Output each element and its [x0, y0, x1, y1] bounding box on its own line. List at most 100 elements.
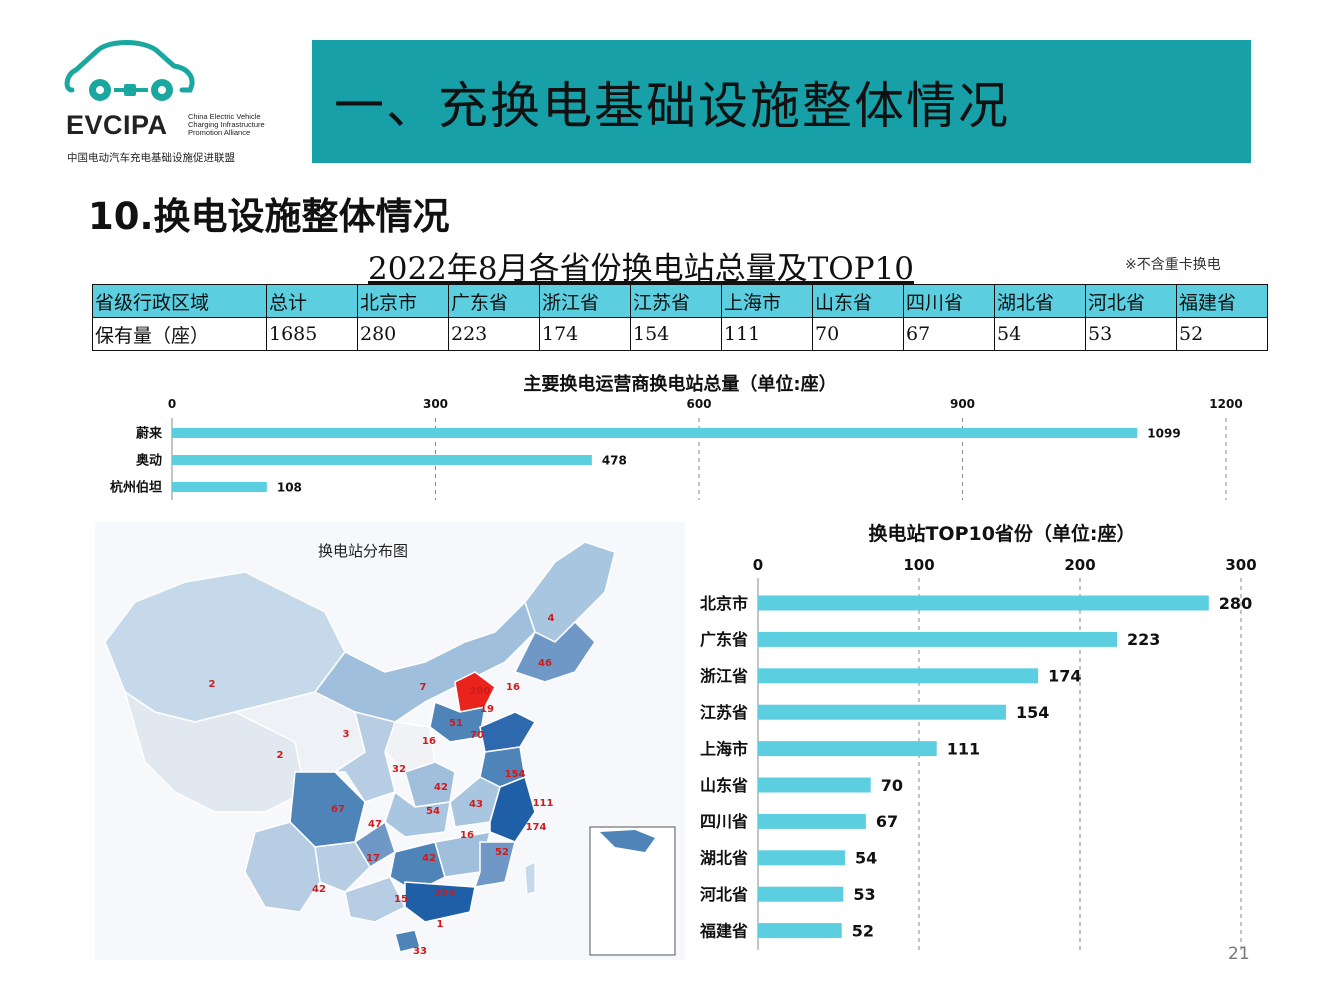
bar	[172, 455, 592, 465]
region-guangdong	[404, 881, 476, 923]
table-note: ※不含重卡换电	[1125, 257, 1221, 273]
banner-title: 一、充换电基础设施整体情况	[334, 77, 1010, 135]
table-cell: 111	[721, 317, 813, 351]
data-label: 223	[1127, 630, 1160, 649]
bar	[758, 595, 1209, 611]
bar	[758, 777, 871, 793]
map-label: 43	[469, 799, 483, 810]
data-label: 52	[852, 921, 874, 940]
map-label: 42	[422, 853, 436, 864]
map-label: 33	[413, 946, 427, 957]
map-label: 16	[460, 830, 474, 841]
tick-label: 1200	[1209, 397, 1242, 411]
table-header-row: 省级行政区域 总计 北京市 广东省 浙江省 江苏省 上海市 山东省 四川省 湖北…	[92, 284, 1268, 318]
china-map: 换电站分布图 2 4 46 7 16 280 19 3 51 70 2 32 1…	[95, 522, 685, 960]
tick-label: 0	[753, 556, 763, 574]
map-label: 1	[437, 919, 444, 930]
map-label: 16	[506, 682, 520, 693]
table-cell: 280	[357, 317, 449, 351]
region-beijing	[454, 671, 496, 713]
category-label: 四川省	[700, 812, 748, 831]
category-label: 上海市	[700, 739, 748, 758]
table-cell: 223	[448, 317, 540, 351]
table-header-cell: 山东省	[812, 284, 904, 318]
chart-title: 主要换电运营商换电站总量（单位:座）	[523, 373, 836, 395]
data-label: 54	[855, 849, 877, 868]
bar	[758, 668, 1039, 684]
bar	[172, 428, 1138, 438]
table-header-cell: 省级行政区域	[92, 284, 267, 318]
map-label: 280	[470, 686, 491, 697]
map-graphic: 换电站分布图 2 4 46 7 16 280 19 3 51 70 2 32 1…	[95, 522, 685, 960]
table-header-cell: 福建省	[1176, 284, 1268, 318]
map-label: 223	[435, 888, 456, 899]
data-label: 108	[277, 480, 302, 494]
category-label: 江苏省	[700, 703, 748, 722]
category-label: 广东省	[700, 630, 748, 649]
bar	[758, 850, 845, 866]
map-label: 154	[505, 769, 526, 780]
region-henan	[404, 761, 456, 808]
map-label: 17	[366, 853, 380, 864]
map-label: 15	[394, 894, 408, 905]
map-label: 19	[480, 704, 494, 715]
region-taiwan	[524, 861, 536, 895]
bar	[758, 923, 842, 939]
region-guangxi	[344, 876, 407, 923]
table-header-cell: 上海市	[721, 284, 813, 318]
tick-label: 600	[686, 397, 711, 411]
logo-english-name: China Electric Vehicle Charging Infrastr…	[188, 112, 265, 137]
category-label: 山东省	[700, 776, 748, 795]
table-cell: 54	[994, 317, 1086, 351]
evcipa-logo: EVCIPA China Electric Vehicle Charging I…	[62, 38, 282, 168]
tick-label: 900	[950, 397, 975, 411]
inset-coast	[600, 830, 655, 852]
map-label: 2	[209, 679, 216, 690]
table-header-cell: 江苏省	[630, 284, 722, 318]
table-row: 保有量（座） 1685 280 223 174 154 111 70 67 54…	[92, 317, 1268, 351]
data-label: 174	[1048, 667, 1081, 686]
bar	[758, 631, 1118, 647]
logo-chinese-name: 中国电动汽车充电基础设施促进联盟	[67, 152, 235, 164]
data-label: 478	[602, 453, 627, 467]
category-label: 蔚来	[136, 426, 163, 442]
page-number: 21	[1228, 944, 1250, 964]
region-shandong	[479, 711, 537, 753]
table-header-cell: 河北省	[1085, 284, 1177, 318]
table-cell: 1685	[266, 317, 358, 351]
map-value-labels: 2 4 46 7 16 280 19 3 51 70 2 32 16 154 4…	[209, 613, 555, 957]
table-header-cell: 广东省	[448, 284, 540, 318]
table-cell: 154	[630, 317, 722, 351]
category-label: 河北省	[700, 885, 748, 904]
map-label: 111	[533, 798, 554, 809]
map-label: 42	[312, 884, 326, 895]
category-label: 北京市	[700, 594, 748, 613]
category-label: 浙江省	[700, 667, 748, 686]
bar	[172, 482, 267, 492]
table-header-cell: 浙江省	[539, 284, 631, 318]
logo-name: EVCIPA	[66, 110, 168, 140]
map-label: 51	[449, 718, 463, 729]
table-header-cell: 湖北省	[994, 284, 1086, 318]
tick-label: 300	[1225, 556, 1256, 574]
map-label: 54	[426, 806, 440, 817]
data-label: 1099	[1147, 426, 1180, 440]
map-title: 换电站分布图	[318, 542, 408, 560]
title-banner: 一、充换电基础设施整体情况	[312, 40, 1251, 163]
map-label: 47	[368, 819, 382, 830]
operator-bar-chart: 主要换电运营商换电站总量（单位:座） 0 300 600 900 1200 蔚来 1099 奥动…	[110, 373, 1243, 500]
region-yunnan	[244, 821, 321, 913]
table-header-cell: 总计	[266, 284, 358, 318]
bar	[758, 704, 1006, 720]
table-cell: 67	[903, 317, 995, 351]
province-table: 省级行政区域 总计 北京市 广东省 浙江省 江苏省 上海市 山东省 四川省 湖北…	[92, 284, 1268, 351]
table-cell: 53	[1085, 317, 1177, 351]
map-label: 7	[420, 682, 427, 693]
data-label: 111	[947, 739, 980, 758]
car-plug-icon	[64, 40, 195, 101]
data-label: 70	[881, 776, 903, 795]
map-label: 4	[548, 613, 555, 624]
table-cell: 52	[1176, 317, 1268, 351]
table-cell: 保有量（座）	[92, 317, 267, 351]
tick-label: 200	[1064, 556, 1095, 574]
